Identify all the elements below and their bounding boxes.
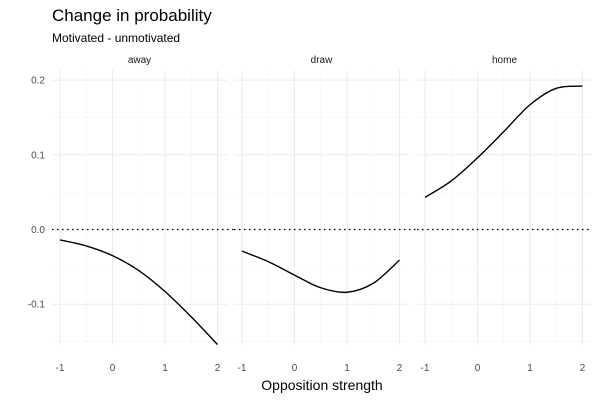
x-tick-label: -1 xyxy=(421,363,430,374)
series-line-away xyxy=(59,239,219,346)
panel-home: home -1 0 1 2 xyxy=(417,55,592,374)
facet-strip-label: away xyxy=(128,55,151,66)
x-tick-label: -1 xyxy=(238,363,247,374)
facet-panels: away -1 0 1 2 draw -1 0 1 2 home -1 0 1 2 xyxy=(52,55,592,374)
x-tick-label: 2 xyxy=(580,363,586,374)
y-tick-label: 0.1 xyxy=(31,150,45,161)
panel-away: away -1 0 1 2 xyxy=(52,55,234,374)
chart-subtitle: Motivated - unmotivated xyxy=(52,31,180,45)
facet-strip-label: home xyxy=(492,55,517,66)
series-line-home xyxy=(424,85,583,198)
chart-title: Change in probability xyxy=(52,6,212,25)
x-tick-label: 1 xyxy=(162,363,168,374)
facet-strip-label: draw xyxy=(311,55,333,66)
panel-draw: draw -1 0 1 2 xyxy=(234,55,416,374)
y-axis-ticks: 0.2 0.1 0.0 -0.1 xyxy=(28,76,46,311)
x-axis-label: Opposition strength xyxy=(261,377,382,393)
y-tick-label: 0.0 xyxy=(31,225,45,236)
x-tick-label: 1 xyxy=(527,363,533,374)
x-tick-label: 0 xyxy=(110,363,116,374)
x-tick-label: 0 xyxy=(475,363,481,374)
y-tick-label: 0.2 xyxy=(31,76,45,87)
x-tick-label: 2 xyxy=(215,363,221,374)
series-line-draw xyxy=(241,250,400,294)
x-tick-label: 1 xyxy=(344,363,350,374)
y-tick-label: -0.1 xyxy=(28,300,46,311)
x-tick-label: 2 xyxy=(397,363,403,374)
x-tick-label: -1 xyxy=(56,363,65,374)
x-tick-label: 0 xyxy=(292,363,298,374)
